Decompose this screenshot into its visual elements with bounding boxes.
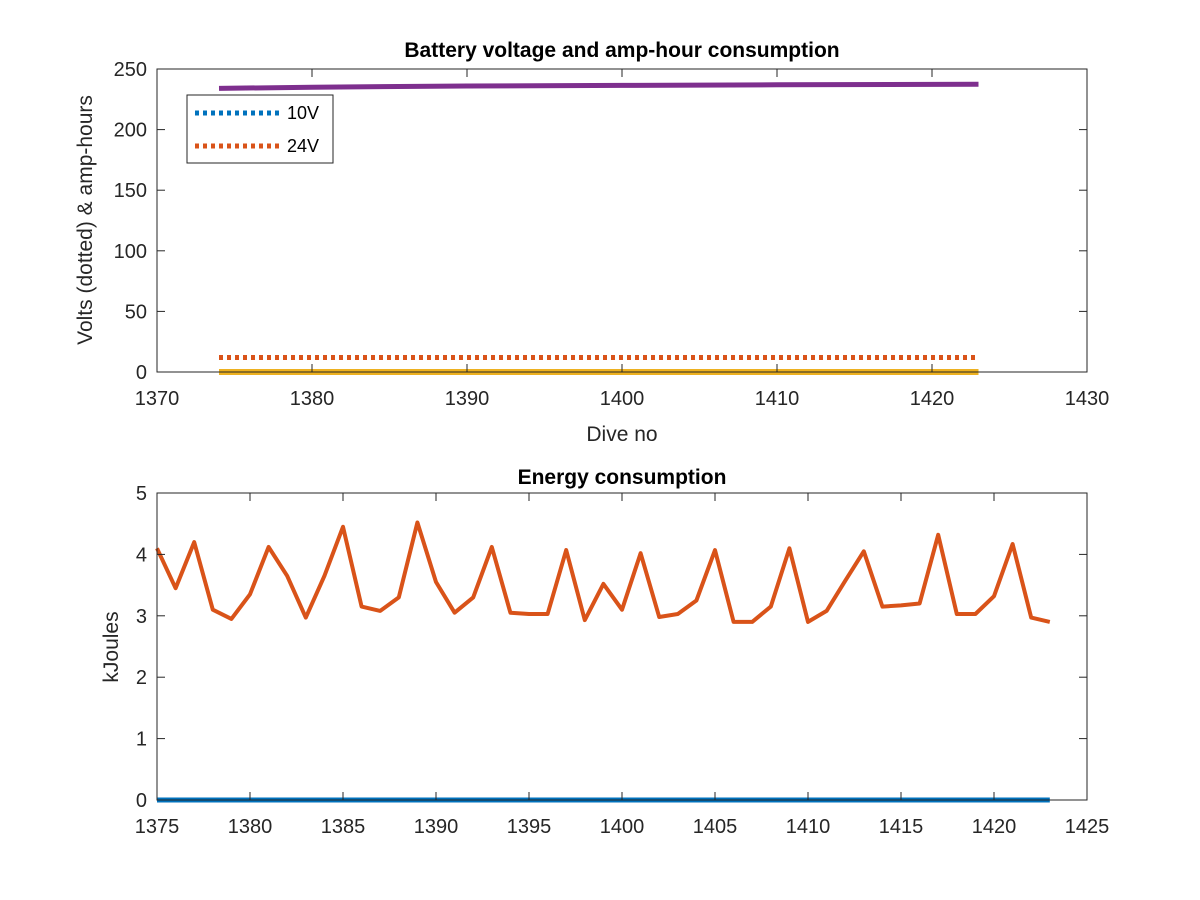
energy-x-tick-label: 1410 [786,816,831,838]
energy-chart: 1375 1380 1385 1390 1395 1400 1405 1410 1415 1420… [100,466,1109,838]
voltage-amphour-series-line-3 [218,81,979,91]
energy-y-axis-label: kJoules [100,611,123,682]
voltage-amphour-y-tick-label: 100 [114,241,147,263]
voltage-amphour-x-tick-label: 1370 [135,388,180,410]
energy-y-tick-label: 3 [136,606,147,628]
energy-y-tick-label: 2 [136,667,147,689]
voltage-amphour-x-tick-label: 1400 [600,388,645,410]
voltage-amphour-y-tick-label: 200 [114,120,147,142]
energy-x-tick-label: 1375 [135,816,180,838]
energy-y-tick-label: 4 [136,544,147,566]
energy-y-tick-label: 1 [136,729,147,751]
energy-x-tick-label: 1400 [600,816,645,838]
energy-x-tick-label: 1415 [879,816,924,838]
energy-x-tick-label: 1425 [1065,816,1110,838]
voltage-amphour-x-axis-label: Dive no [586,423,657,446]
voltage-amphour-y-tick-label: 50 [125,301,147,323]
legend-box [186,94,334,164]
legend-label-10v: 10V [287,103,319,123]
voltage-amphour-x-tick-label: 1430 [1065,388,1110,410]
voltage-amphour-x-tick-label: 1410 [755,388,800,410]
legend-label-24v: 24V [287,136,319,156]
energy-x-tick-label: 1420 [972,816,1017,838]
voltage-amphour-title: Battery voltage and amp-hour consumption [404,39,839,62]
energy-x-tick-label: 1380 [228,816,273,838]
voltage-amphour-chart: 1370 1380 1390 1400 1410 1420 1430 0 50 100 150 200… [74,39,1109,446]
voltage-amphour-x-tick-label: 1380 [290,388,335,410]
energy-ticks: 1375 1380 1385 1390 1395 1400 1405 1410 1415 1420… [135,483,1110,838]
energy-x-tick-label: 1405 [693,816,738,838]
energy-series-line-1 [155,520,1051,624]
voltage-amphour-ticks: 1370 1380 1390 1400 1410 1420 1430 0 50 100 150 200… [114,59,1110,410]
energy-title: Energy consumption [518,466,727,489]
voltage-amphour-y-axis-label: Volts (dotted) & amp-hours [74,95,97,345]
energy-x-tick-label: 1395 [507,816,552,838]
energy-x-tick-label: 1385 [321,816,366,838]
legend: 10V 24V [186,94,334,164]
voltage-amphour-x-tick-label: 1420 [910,388,955,410]
voltage-amphour-y-tick-label: 0 [136,362,147,384]
energy-y-tick-label: 0 [136,790,147,812]
voltage-amphour-y-tick-label: 250 [114,59,147,81]
energy-x-tick-label: 1390 [414,816,459,838]
energy-y-tick-label: 5 [136,483,147,505]
voltage-amphour-x-tick-label: 1390 [445,388,490,410]
voltage-amphour-y-tick-label: 150 [114,180,147,202]
